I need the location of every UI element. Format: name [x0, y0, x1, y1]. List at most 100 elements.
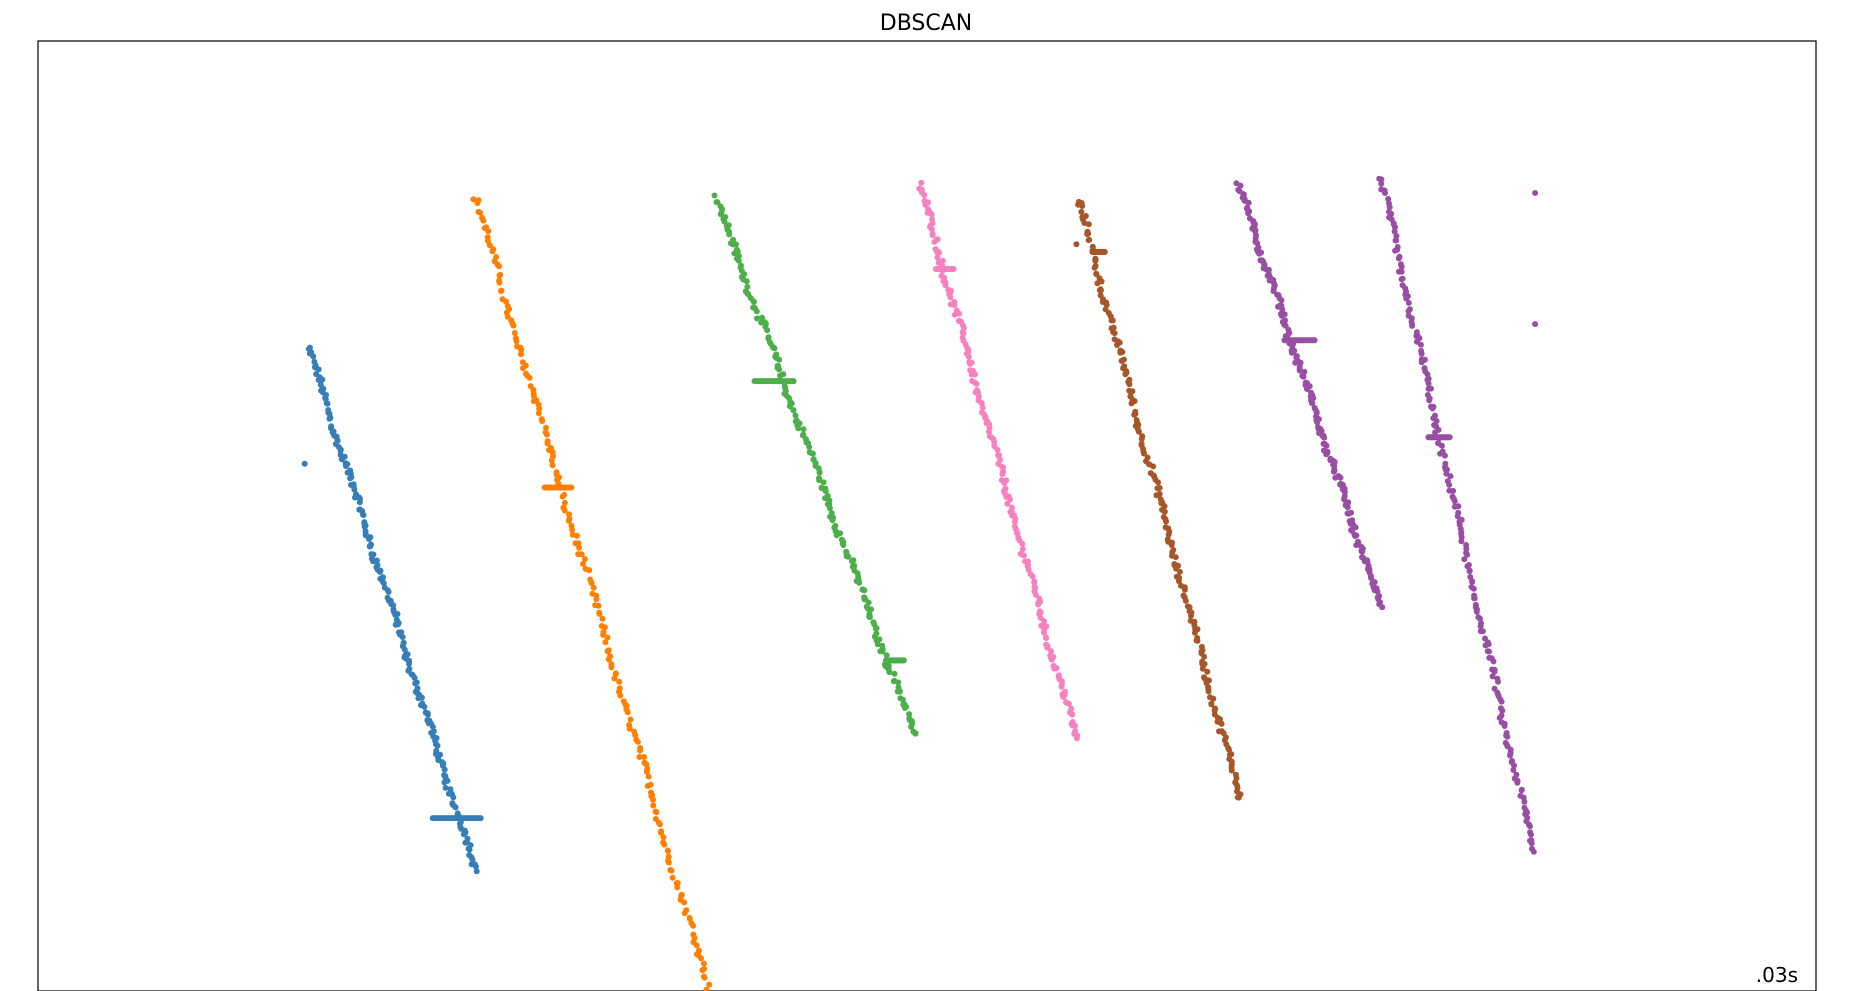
data-point-cluster-6-22	[1392, 247, 1399, 254]
data-point-cluster-3-172	[1048, 656, 1055, 663]
data-point-cluster-0-103	[394, 611, 401, 617]
data-point-cluster-0-169	[447, 786, 454, 793]
data-point-cluster-4-45	[1111, 330, 1118, 337]
data-point-cluster-6-163	[1501, 723, 1508, 729]
data-point-cluster-5-154	[1344, 504, 1351, 511]
data-point-cluster-5-199	[1377, 599, 1383, 606]
data-point-cluster-1-169	[665, 859, 672, 866]
data-point-cluster-6-96	[1451, 498, 1458, 505]
data-point-cluster-6-141	[1484, 648, 1491, 655]
data-point-cluster-4-152	[1198, 648, 1205, 655]
data-point-cluster-6-135	[1479, 628, 1486, 635]
data-point-cluster-6-172	[1507, 752, 1513, 759]
data-point-cluster-1-20	[496, 272, 503, 279]
data-point-cluster-1-123	[616, 678, 623, 685]
data-point-cluster-4-134	[1182, 597, 1189, 604]
data-point-cluster-6-93	[1450, 487, 1457, 494]
data-point-cluster-0-40	[337, 446, 344, 453]
data-point-cluster-4-64	[1129, 388, 1136, 395]
data-point-cluster-1-40	[518, 351, 524, 358]
data-point-cluster-0-177	[452, 804, 459, 811]
data-point-cluster-6-139	[1482, 642, 1489, 649]
data-point-cluster-6-129	[1473, 608, 1480, 615]
data-point-cluster-4-226	[1101, 248, 1108, 255]
data-point-cluster-0-145	[425, 720, 432, 727]
data-point-cluster-3-47	[956, 310, 963, 317]
data-point-cluster-5-15	[1245, 210, 1252, 217]
data-point-cluster-6-89	[1447, 473, 1454, 480]
data-point-cluster-2-96	[807, 449, 814, 456]
data-point-cluster-0-138	[421, 703, 428, 710]
data-point-cluster-2-161	[873, 625, 880, 632]
data-point-cluster-6-227	[1532, 190, 1539, 196]
data-point-cluster-6-5	[1382, 190, 1388, 196]
data-point-cluster-3-79	[978, 400, 985, 407]
data-point-cluster-1-175	[674, 884, 681, 891]
data-point-cluster-6-193	[1526, 823, 1533, 830]
data-point-cluster-6-1	[1378, 176, 1385, 183]
data-point-cluster-2-191	[902, 705, 908, 711]
data-point-cluster-1-89	[576, 544, 583, 551]
data-point-cluster-0-82	[373, 557, 380, 564]
data-point-cluster-4-133	[1180, 592, 1187, 599]
data-point-cluster-0-28	[327, 415, 334, 422]
data-point-cluster-5-98	[1304, 386, 1310, 392]
data-point-cluster-4-200	[1235, 794, 1242, 801]
data-point-cluster-2-8	[722, 214, 729, 220]
data-point-cluster-4-112	[1165, 531, 1172, 538]
data-point-cluster-0-1	[306, 344, 313, 351]
data-point-cluster-1-122	[611, 675, 618, 682]
data-point-cluster-0-129	[413, 679, 420, 686]
data-point-cluster-6-156	[1498, 698, 1505, 705]
data-point-cluster-4-52	[1117, 349, 1124, 356]
data-point-cluster-1-88	[575, 540, 582, 547]
data-point-cluster-3-4	[921, 192, 928, 198]
data-point-cluster-5-128	[1324, 450, 1331, 457]
data-point-cluster-6-112	[1464, 551, 1471, 558]
data-point-cluster-1-111	[600, 631, 607, 638]
data-point-cluster-3-44	[951, 302, 958, 308]
data-point-cluster-3-200	[1074, 735, 1080, 742]
data-point-cluster-3-155	[1037, 609, 1044, 616]
data-point-cluster-0-22	[323, 400, 330, 407]
data-point-cluster-2-103	[816, 469, 823, 476]
data-point-cluster-6-133	[1477, 623, 1484, 630]
data-point-cluster-4-12	[1084, 231, 1091, 238]
data-point-cluster-1-54	[536, 405, 543, 412]
data-point-cluster-2-44	[754, 315, 760, 322]
data-point-cluster-0-116	[401, 646, 408, 653]
data-point-cluster-6-228	[1532, 321, 1539, 328]
data-point-cluster-5-68	[1281, 321, 1288, 328]
data-point-cluster-2-200	[912, 730, 919, 737]
data-point-cluster-5-137	[1331, 467, 1338, 474]
data-point-cluster-1-9	[485, 228, 492, 235]
data-point-cluster-6-80	[1438, 442, 1445, 449]
data-point-cluster-0-141	[424, 711, 431, 718]
data-point-cluster-6-102	[1458, 516, 1465, 523]
data-point-cluster-2-136	[850, 557, 857, 564]
data-point-cluster-1-149	[644, 783, 651, 789]
data-point-cluster-6-166	[1503, 732, 1510, 739]
data-point-cluster-4-116	[1168, 542, 1175, 548]
data-point-cluster-4-191	[1228, 767, 1235, 774]
data-point-cluster-1-185	[690, 922, 697, 929]
data-point-cluster-3-72	[971, 379, 978, 386]
data-point-cluster-6-19	[1392, 237, 1399, 244]
data-point-cluster-1-102	[593, 596, 600, 603]
data-point-cluster-6-195	[1527, 831, 1534, 838]
data-point-cluster-1-200	[703, 986, 710, 991]
data-point-cluster-1-193	[698, 955, 704, 962]
data-point-cluster-6-36	[1403, 295, 1410, 302]
data-point-cluster-1-119	[608, 664, 615, 671]
data-point-cluster-2-80	[790, 407, 797, 414]
data-point-cluster-3-148	[1032, 591, 1039, 598]
data-point-cluster-2-192	[906, 711, 913, 718]
data-point-cluster-6-44	[1409, 322, 1416, 329]
data-point-cluster-2-73	[782, 388, 789, 394]
data-point-cluster-2-130	[840, 542, 847, 548]
data-point-cluster-3-226	[950, 266, 957, 272]
data-point-cluster-2-121	[829, 517, 836, 524]
data-point-cluster-3-131	[1019, 546, 1026, 553]
data-point-cluster-3-192	[1069, 711, 1076, 718]
data-point-cluster-3-188	[1065, 700, 1072, 707]
